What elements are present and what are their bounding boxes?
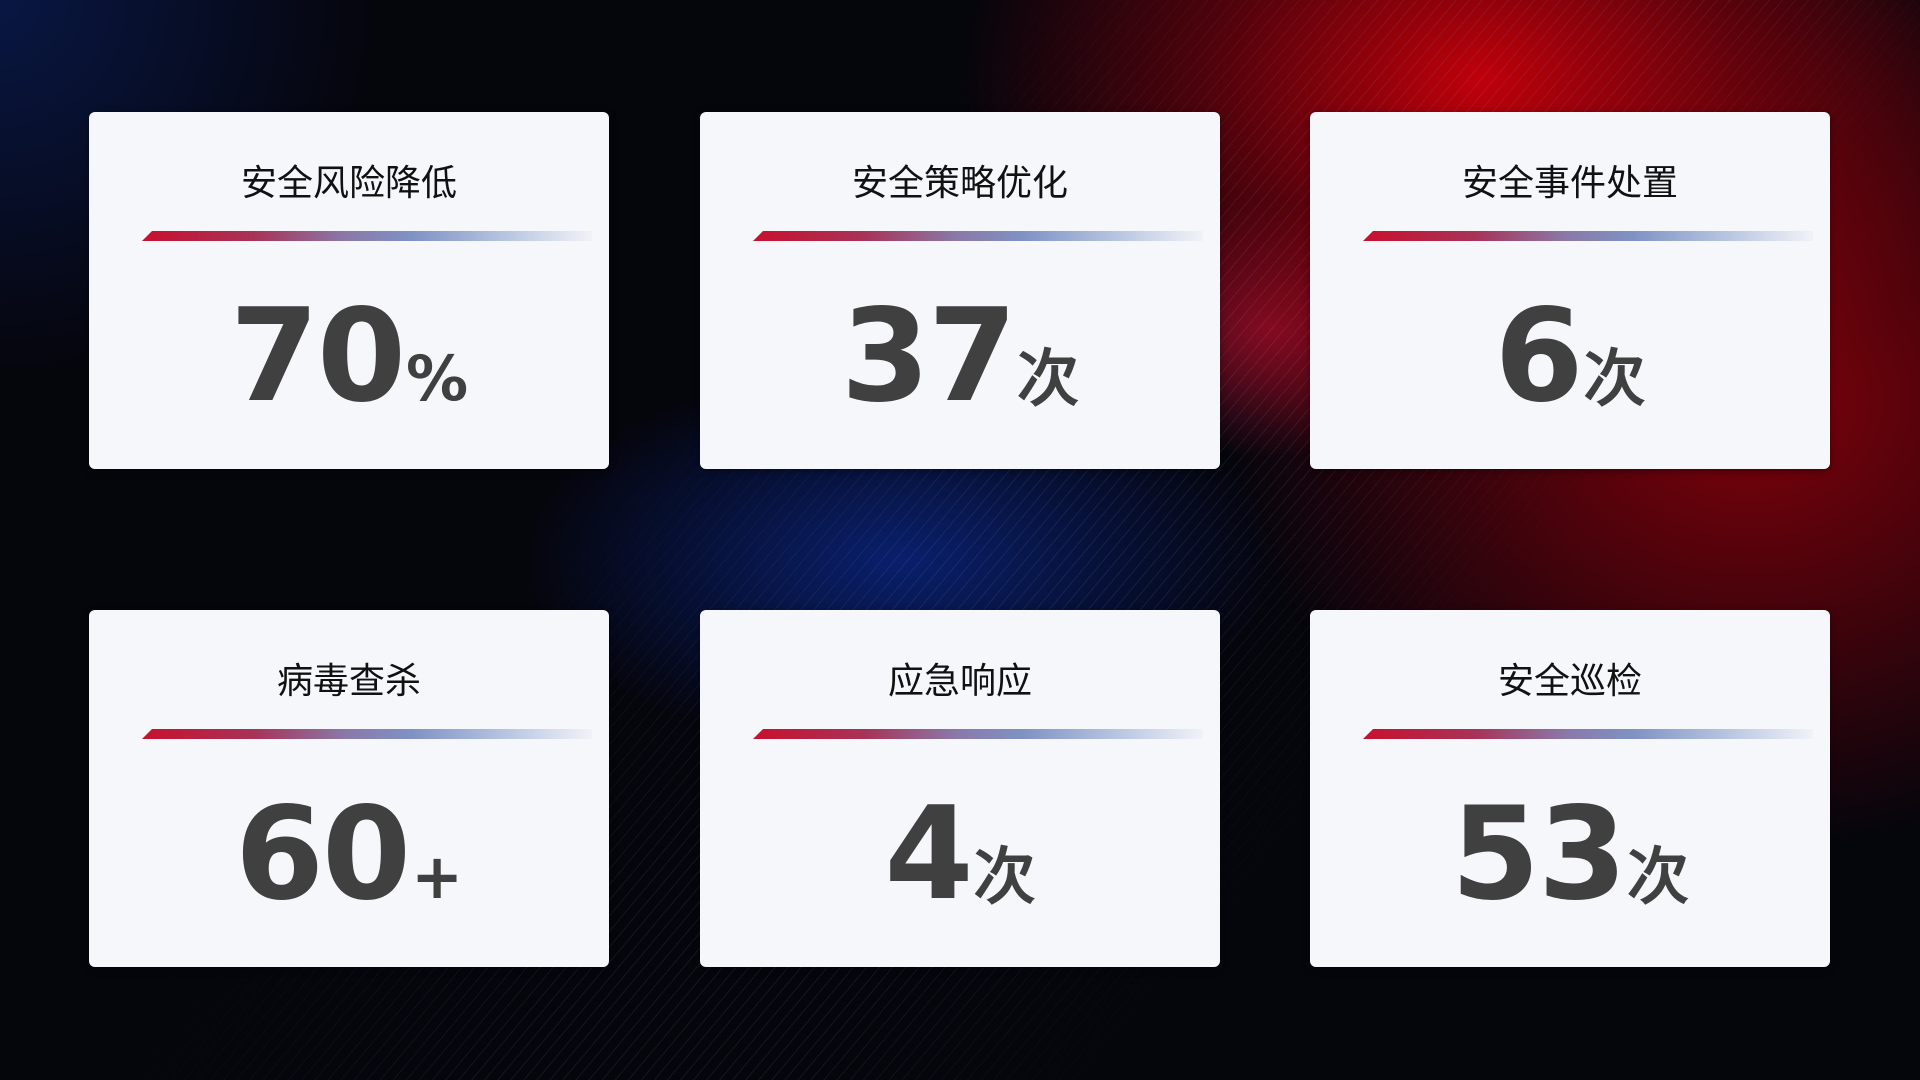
- value-number: 37: [840, 282, 1017, 431]
- stat-card-risk-reduction: 安全风险降低 70%: [89, 112, 609, 469]
- stat-card-policy-optimization: 安全策略优化 37次: [700, 112, 1220, 469]
- card-divider: [142, 729, 592, 739]
- card-value: 70%: [89, 282, 609, 431]
- card-title: 安全事件处置: [1461, 163, 1678, 204]
- value-unit: 次: [1583, 342, 1646, 415]
- card-value: 60+: [89, 780, 609, 929]
- card-title: 安全策略优化: [851, 163, 1068, 204]
- card-value: 4次: [700, 780, 1220, 929]
- value-unit: %: [406, 342, 469, 415]
- value-number: 4: [884, 780, 973, 929]
- value-unit: 次: [973, 840, 1036, 913]
- value-number: 70: [229, 282, 406, 431]
- card-divider: [753, 729, 1203, 739]
- card-title: 安全巡检: [1497, 661, 1642, 702]
- card-divider: [1363, 729, 1813, 739]
- card-value: 53次: [1310, 780, 1830, 929]
- card-divider: [753, 231, 1203, 241]
- stat-card-incident-handling: 安全事件处置 6次: [1310, 112, 1830, 469]
- value-number: 6: [1494, 282, 1583, 431]
- value-number: 53: [1450, 780, 1627, 929]
- value-unit: 次: [1017, 342, 1080, 415]
- stat-card-emergency-response: 应急响应 4次: [700, 610, 1220, 967]
- card-title: 应急响应: [887, 661, 1032, 702]
- card-value: 6次: [1310, 282, 1830, 431]
- card-divider: [142, 231, 592, 241]
- value-number: 60: [234, 780, 411, 929]
- card-title: 安全风险降低: [240, 163, 457, 204]
- value-unit: 次: [1627, 840, 1690, 913]
- value-unit: +: [411, 840, 464, 913]
- card-divider: [1363, 231, 1813, 241]
- stat-card-security-patrol: 安全巡检 53次: [1310, 610, 1830, 967]
- card-title: 病毒查杀: [276, 661, 421, 702]
- stat-card-virus-removal: 病毒查杀 60+: [89, 610, 609, 967]
- card-value: 37次: [700, 282, 1220, 431]
